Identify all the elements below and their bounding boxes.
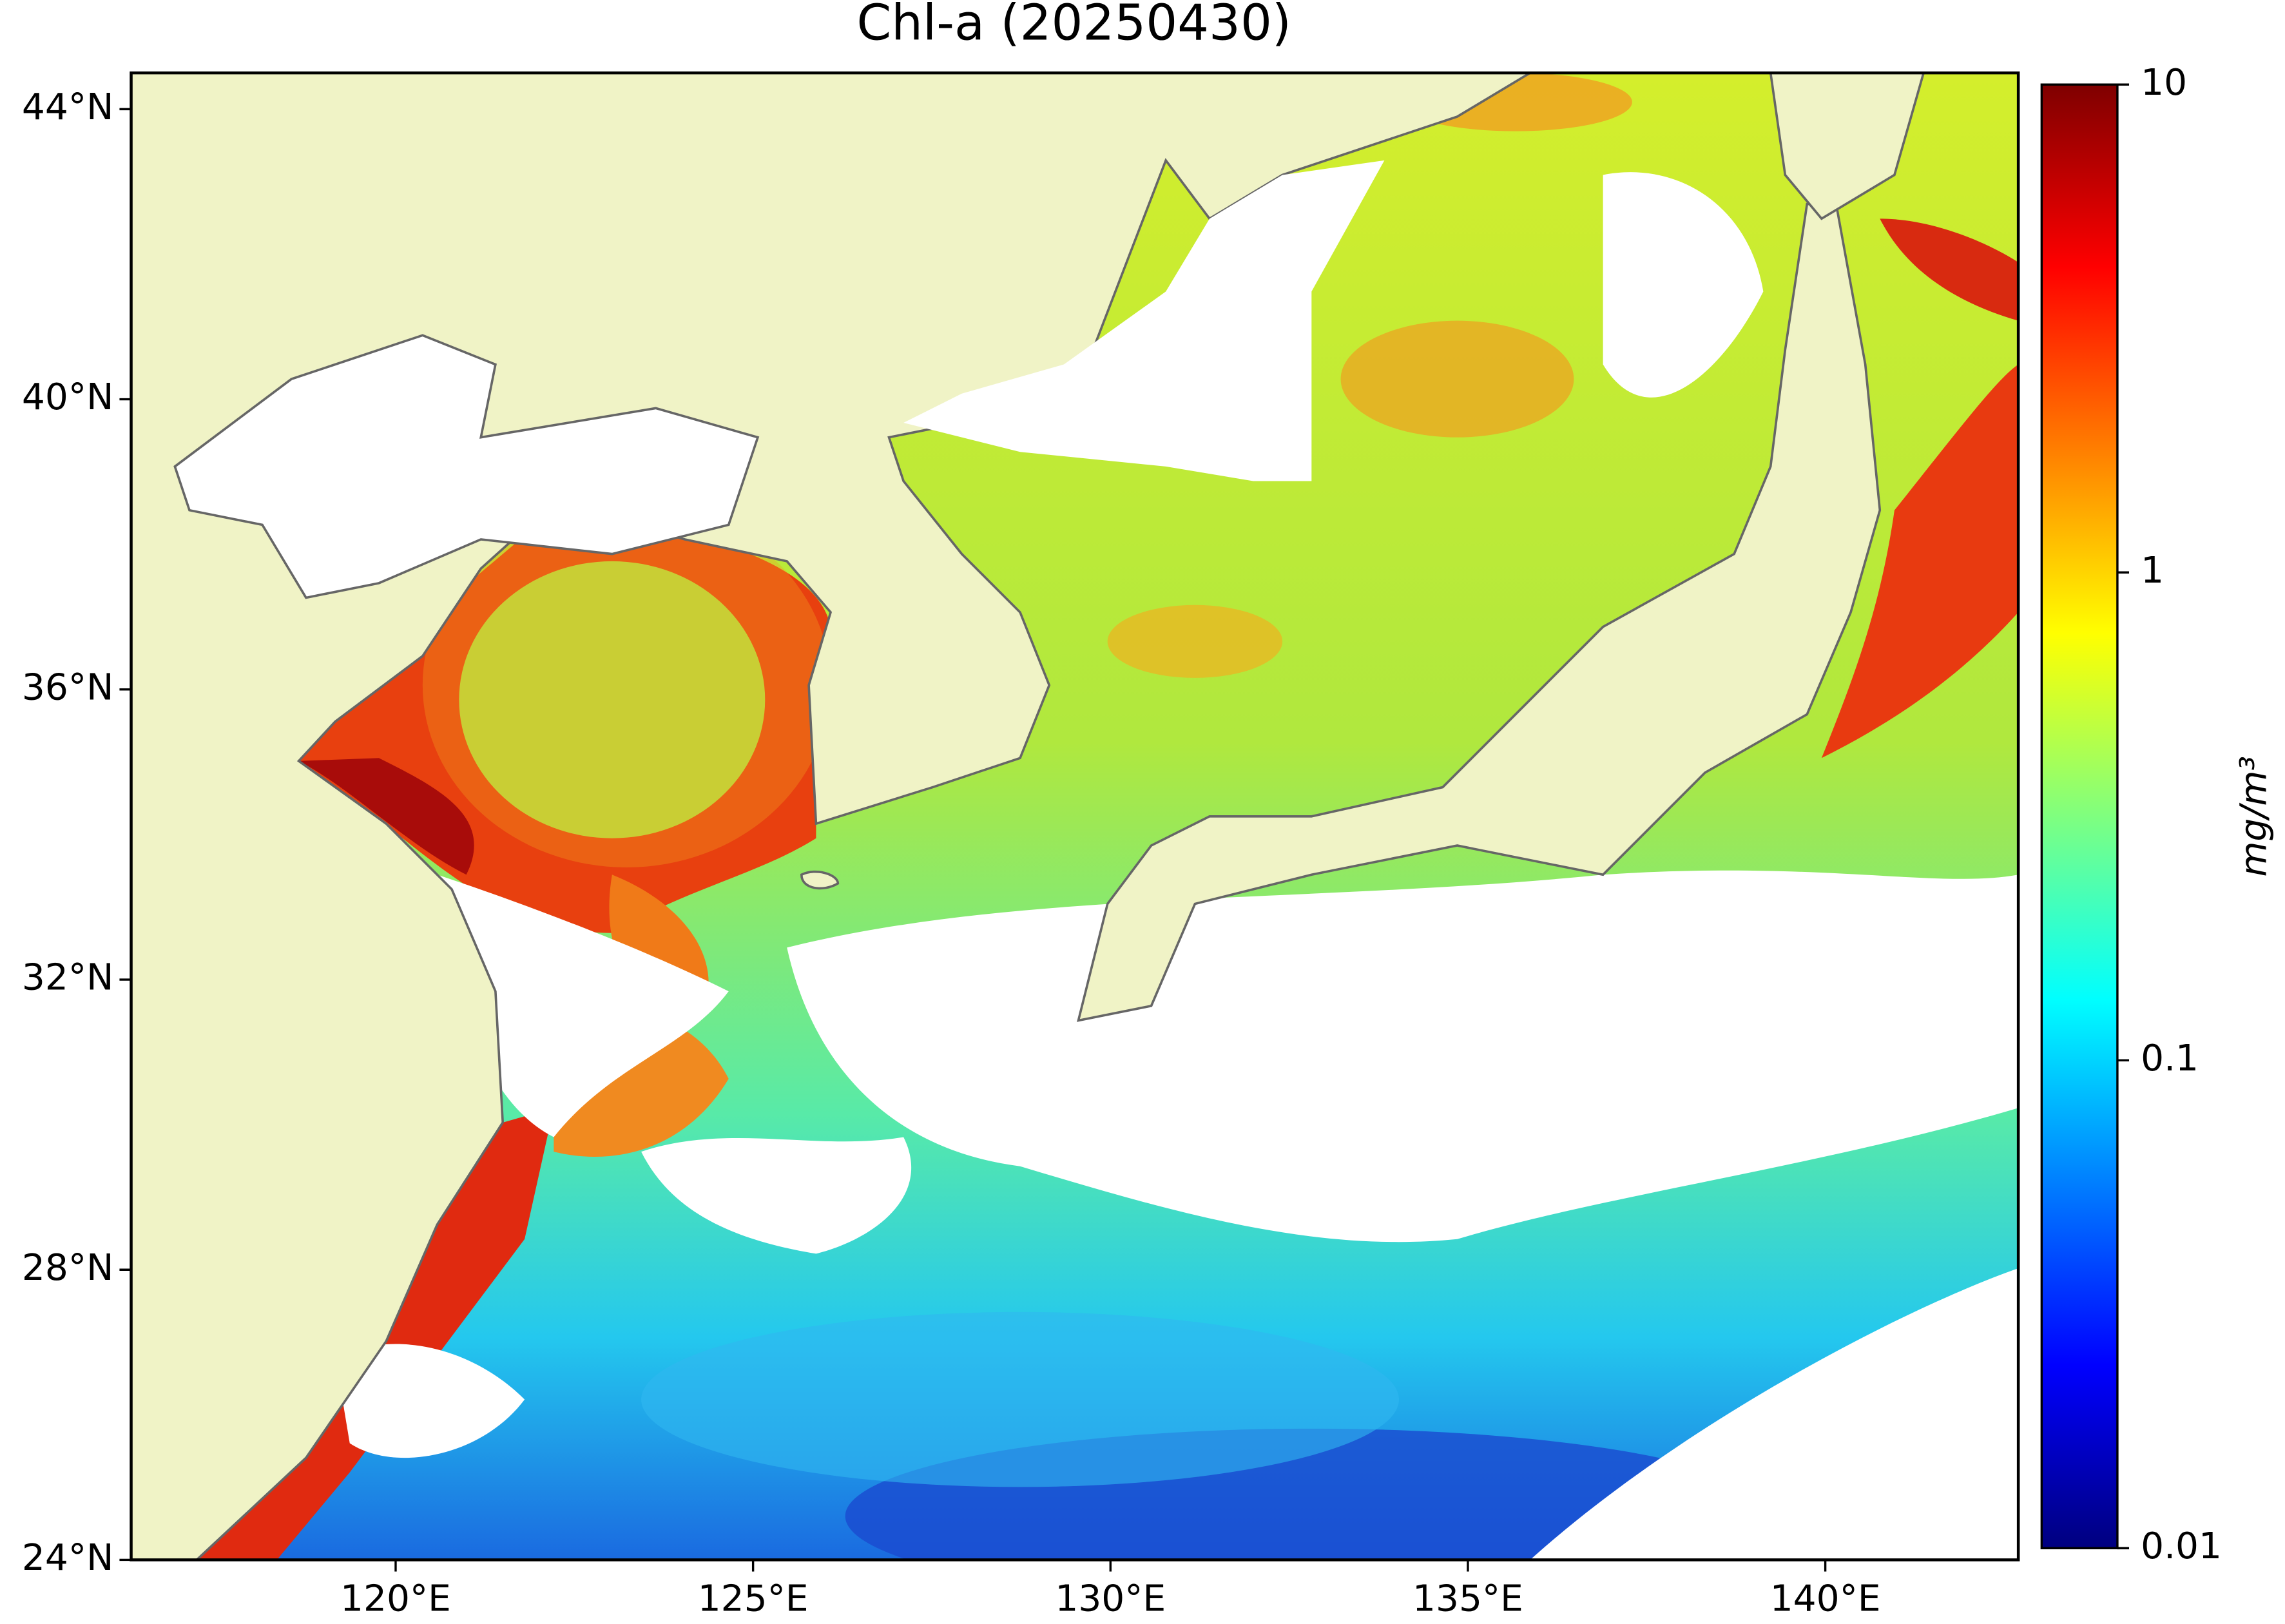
colorbar-tick-label: 0.01	[2141, 1525, 2222, 1567]
x-tick-label: 140°E	[1770, 1578, 1881, 1619]
x-tick-label: 130°E	[1055, 1578, 1166, 1619]
colorbar-tick-label: 0.1	[2141, 1038, 2199, 1079]
plot-frame	[130, 71, 2020, 1561]
y-tick-label: 44°N	[22, 86, 113, 128]
colorbar-tick-label: 10	[2141, 62, 2187, 104]
x-tick-label: 120°E	[340, 1578, 451, 1619]
colorbar-tick-label: 1	[2141, 550, 2164, 592]
colorbar-label: mg/m³	[2233, 756, 2275, 877]
y-tick-label: 28°N	[22, 1247, 113, 1289]
map-title: Chl-a (20250430)	[857, 0, 1291, 52]
y-tick-label: 24°N	[22, 1537, 113, 1579]
x-tick-label: 135°E	[1412, 1578, 1523, 1619]
y-tick-label: 32°N	[22, 957, 113, 999]
chlorophyll-map	[131, 73, 2019, 1560]
y-tick-label: 36°N	[22, 666, 113, 708]
x-tick-label: 125°E	[698, 1578, 809, 1619]
colorbar	[2040, 83, 2119, 1550]
y-tick-label: 40°N	[22, 376, 113, 418]
